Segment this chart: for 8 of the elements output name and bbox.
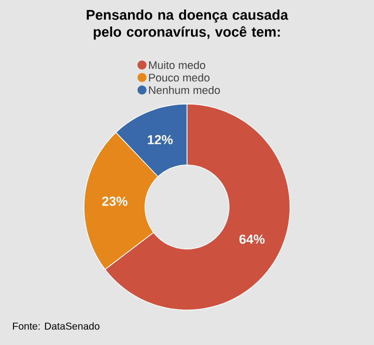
data-label: 64%	[239, 234, 265, 244]
data-label: 23%	[102, 196, 128, 206]
data-label: 12%	[148, 135, 173, 144]
source-note: Fonte: DataSenado	[13, 322, 100, 330]
legend-label: Muito medo	[149, 60, 206, 70]
legend-label: Nenhum medo	[149, 86, 220, 94]
legend-label: Pouco medo	[149, 73, 210, 82]
chart-title: Pensando na doença causada pelo coronavírus, você tem:	[86, 10, 288, 40]
